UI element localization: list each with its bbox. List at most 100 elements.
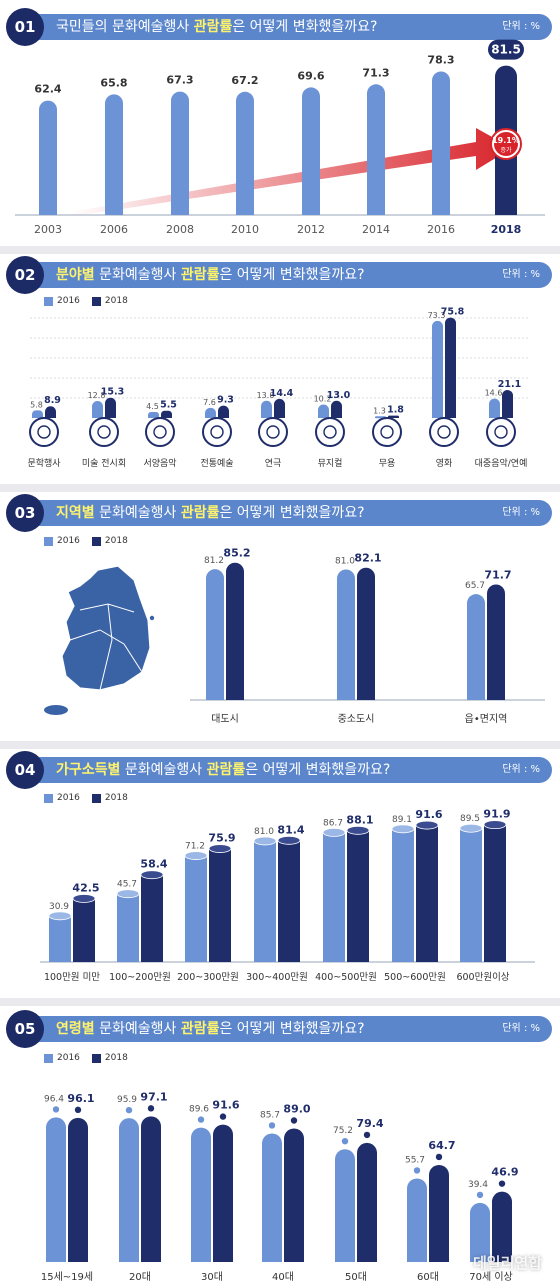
bar-2016-뮤지컬-base xyxy=(318,412,329,418)
section-title: 분야별 문화예술행사 관람률은 어떻게 변화했을까요? xyxy=(56,267,365,283)
bar-2018-무용-base xyxy=(388,416,399,418)
x-tick-label-2012: 2012 xyxy=(297,223,325,236)
bar-2016-300~400만원 xyxy=(254,840,276,962)
value-label-2016-무용: 1.3 xyxy=(373,406,386,415)
value-label-2016-전통예술: 7.6 xyxy=(203,398,216,407)
category-label-뮤지컬: 뮤지컬 xyxy=(318,458,343,469)
masks-icon-glyph xyxy=(323,425,337,439)
value-label-2018-100만원 미만: 42.5 xyxy=(72,881,99,894)
bar-2016-cap-200~300만원 xyxy=(184,851,208,860)
bar-2016-500~600만원 xyxy=(392,828,414,962)
value-label-2016-600만원이상: 89.5 xyxy=(460,814,480,824)
category-label-300~400만원: 300~400만원 xyxy=(246,972,308,983)
mask-icon xyxy=(202,417,232,447)
x-tick-label-2008: 2008 xyxy=(166,223,194,236)
bar-2018-대중음악/연예-base xyxy=(502,412,513,418)
bar-2016-100만원 미만 xyxy=(49,915,71,962)
unit-label: 단위 : % xyxy=(502,21,540,32)
growth-value: 19.1% xyxy=(492,136,520,145)
theater-icon-glyph xyxy=(266,425,280,439)
bar-2018-200~300만원 xyxy=(209,848,231,962)
value-label-2016-500~600만원: 89.1 xyxy=(392,815,412,825)
mic-icon-glyph xyxy=(494,425,508,439)
value-label-2018-60대: 64.7 xyxy=(428,1139,455,1152)
bar-2018-cap-200~300만원 xyxy=(208,844,232,853)
marker-2016-50대 xyxy=(341,1138,349,1145)
value-label-2018-300~400만원: 81.4 xyxy=(277,823,304,836)
bar-2016-cap-300~400만원 xyxy=(253,836,277,846)
bar-2016-중소도시 xyxy=(337,569,355,700)
category-label-20대: 20대 xyxy=(129,1271,151,1283)
bar-2016-15세~19세-base xyxy=(46,1252,66,1262)
bar-2018-서양음악-base xyxy=(161,414,172,418)
section-5-banner: 05 연령별 문화예술행사 관람률은 어떻게 변화했을까요? 단위 : % xyxy=(6,1010,552,1048)
category-label-읍•면지역: 읍•면지역 xyxy=(465,713,508,725)
value-label-2018-서양음악: 5.5 xyxy=(160,400,177,411)
bar-2018-70세 이상-base xyxy=(492,1252,512,1262)
bar-2016-무용-base xyxy=(375,417,386,418)
bar-2003 xyxy=(39,100,57,215)
banner-bar xyxy=(26,14,552,40)
marker-2018-40대 xyxy=(290,1117,298,1124)
value-label-2018-50대: 79.4 xyxy=(356,1117,383,1130)
clapper-icon xyxy=(429,417,459,447)
legend-label-2016: 2016 xyxy=(57,1053,80,1063)
bar-2016-30대-base xyxy=(191,1252,211,1262)
bar-2016-cap-100~200만원 xyxy=(116,889,140,899)
bar-2014-base xyxy=(367,206,385,215)
category-label-60대: 60대 xyxy=(417,1271,439,1283)
marker-2016-15세~19세 xyxy=(52,1106,60,1113)
bar-2018-대도시-base xyxy=(226,691,244,700)
value-label-2016-중소도시: 81.0 xyxy=(335,557,355,567)
bar-2018-100~200만원 xyxy=(141,874,163,962)
bar-2018-400~500만원 xyxy=(347,830,369,962)
category-label-500~600만원: 500~600만원 xyxy=(384,972,446,983)
bar-2016-문학행사-base xyxy=(32,414,43,418)
section-4-banner: 04 가구소득별 문화예술행사 관람률은 어떻게 변화했을까요? 단위 : % xyxy=(6,751,552,789)
value-label-2016-서양음악: 4.5 xyxy=(146,402,159,411)
dance-icon xyxy=(372,417,402,447)
bar-2018-cap-600만원이상 xyxy=(483,820,507,830)
section-number: 05 xyxy=(6,1010,44,1048)
category-label-100만원 미만: 100만원 미만 xyxy=(44,972,100,983)
value-label-2014: 71.3 xyxy=(362,66,389,79)
marker-2018-30대 xyxy=(219,1113,227,1120)
value-label-2018-연극: 14.4 xyxy=(270,388,294,399)
section-3-banner: 03 지역별 문화예술행사 관람률은 어떻게 변화했을까요? 단위 : % xyxy=(6,494,552,532)
legend: 2016 2018 xyxy=(44,793,140,803)
bar-2016-100~200만원 xyxy=(117,893,139,962)
unit-label: 단위 : % xyxy=(502,269,540,280)
x-tick-label-2006: 2006 xyxy=(100,223,128,236)
section-title: 국민들의 문화예술행사 관람률은 어떻게 변화했을까요? xyxy=(56,19,378,35)
marker-2016-30대 xyxy=(197,1116,205,1123)
category-label-70세 이상: 70세 이상 xyxy=(469,1271,513,1283)
legend-label-2018: 2018 xyxy=(104,536,128,546)
value-label-2018-뮤지컬: 13.0 xyxy=(327,390,351,401)
value-label-2016-200~300만원: 71.2 xyxy=(185,842,205,852)
value-label-2012: 69.6 xyxy=(297,69,324,82)
value-label-2018-500~600만원: 91.6 xyxy=(415,808,442,821)
theater-icon xyxy=(258,417,288,447)
value-label-2016-30대: 89.6 xyxy=(189,1105,209,1115)
value-label-2018-전통예술: 9.3 xyxy=(217,395,234,406)
banner-bar xyxy=(26,757,552,783)
value-label-2018-30대: 91.6 xyxy=(212,1099,239,1112)
bar-2016-중소도시-base xyxy=(337,691,355,700)
value-label-2010: 67.2 xyxy=(231,74,258,87)
masks-icon xyxy=(315,417,345,447)
section-divider xyxy=(0,246,560,254)
section-number: 01 xyxy=(6,8,44,46)
value-label-2016-영화: 73.3 xyxy=(428,311,446,320)
bar-2016-60대-base xyxy=(407,1252,427,1262)
value-label-2018-20대: 97.1 xyxy=(140,1090,167,1103)
bar-2016-20대 xyxy=(119,1118,139,1262)
value-label-2016-미술 전시회: 12.8 xyxy=(88,391,106,400)
bar-2018-40대-base xyxy=(284,1252,304,1262)
bar-2012 xyxy=(302,87,320,215)
bar-2016-50대-base xyxy=(335,1252,355,1262)
bar-2018-대중음악/연예 xyxy=(502,390,513,418)
value-label-2018-무용: 1.8 xyxy=(387,405,404,416)
section-number: 03 xyxy=(6,494,44,532)
bar-2018-50대 xyxy=(357,1142,377,1262)
value-label-2018-400~500만원: 88.1 xyxy=(346,813,373,826)
